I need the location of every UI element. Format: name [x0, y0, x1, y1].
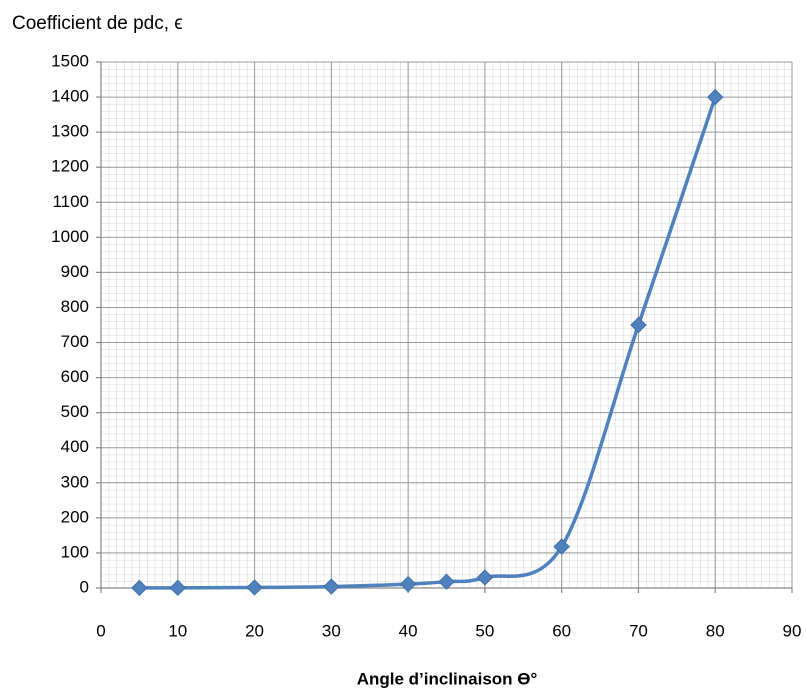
data-point [399, 575, 417, 593]
data-point [553, 538, 570, 555]
y-tick-label: 1400 [51, 87, 89, 106]
data-point [476, 569, 494, 586]
y-tick-label: 1300 [51, 122, 89, 141]
y-tick-label: 100 [61, 542, 89, 561]
x-tick-label: 40 [399, 621, 418, 640]
y-tick-label: 1200 [51, 157, 89, 176]
y-tick-label: 400 [61, 437, 89, 456]
y-tick-label: 1100 [52, 192, 89, 211]
x-tick-label: 80 [706, 621, 725, 640]
data-point [323, 578, 340, 595]
x-tick-label: 90 [783, 621, 802, 640]
data-point [131, 579, 148, 597]
data-point [630, 316, 647, 334]
x-tick-label: 60 [552, 621, 571, 640]
x-tick-label: 0 [96, 621, 105, 640]
x-axis-label: Angle d’inclinaison ϴ° [357, 669, 538, 688]
data-point [438, 573, 455, 590]
x-tick-label: 50 [475, 621, 494, 640]
y-tick-label: 900 [61, 262, 89, 281]
data-point [707, 88, 724, 106]
y-tick-label: 200 [61, 507, 89, 526]
y-tick-label: 1000 [51, 227, 89, 246]
y-tick-label: 800 [61, 297, 89, 316]
y-tick-label: 300 [61, 472, 89, 491]
y-tick-label: 700 [61, 332, 89, 351]
minor-grid [101, 62, 792, 588]
x-tick-label: 20 [245, 621, 264, 640]
data-point [246, 579, 263, 596]
chart-title: Coefficient de pdc, ϵ [12, 13, 183, 34]
x-tick-label: 10 [168, 621, 187, 640]
x-tick-label: 30 [322, 621, 341, 640]
y-tick-label: 0 [80, 577, 89, 596]
x-tick-label: 70 [629, 621, 648, 640]
y-tick-label: 500 [61, 402, 89, 421]
data-point [169, 579, 186, 597]
y-tick-label: 600 [61, 367, 89, 386]
y-tick-label: 1500 [51, 51, 89, 70]
